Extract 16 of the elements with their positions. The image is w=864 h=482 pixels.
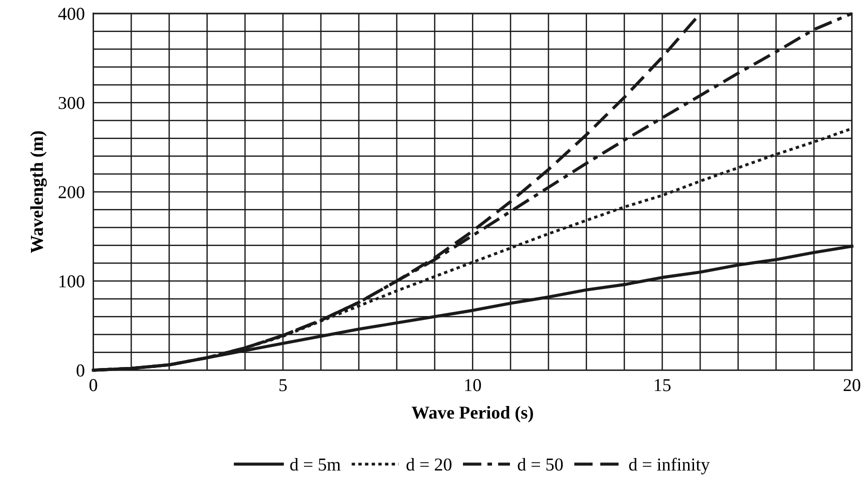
- y-tick-label: 0: [76, 364, 84, 377]
- legend-label: d = 5m: [290, 458, 341, 471]
- x-tick-label: 15: [654, 379, 671, 392]
- y-tick-label: 200: [58, 186, 84, 198]
- y-tick-label: 100: [59, 275, 84, 288]
- x-tick-label: 20: [844, 379, 860, 392]
- y-tick-label: 300: [58, 96, 84, 110]
- x-tick-label: 10: [465, 379, 481, 392]
- legend-label: d = 20: [406, 458, 452, 471]
- x-tick-label: 5: [279, 379, 287, 392]
- y-axis-title: Wavelength (m): [30, 131, 47, 254]
- legend-label: d = infinity: [629, 458, 710, 474]
- x-axis-title: Wave Period (s): [412, 406, 533, 422]
- y-tick-label: 400: [58, 8, 84, 20]
- x-tick-label: 0: [89, 379, 98, 392]
- legend-label: d = 50: [518, 458, 563, 471]
